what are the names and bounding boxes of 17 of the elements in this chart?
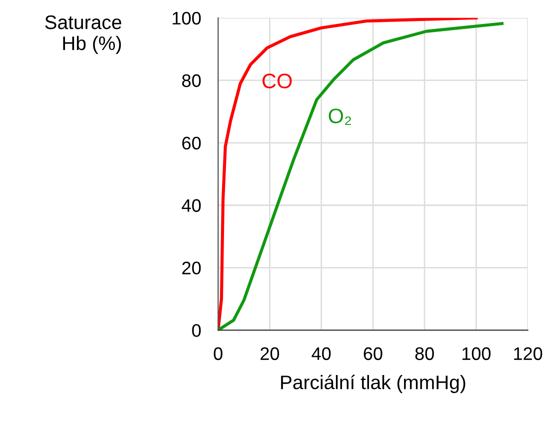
x-axis-title: Parciální tlak (mmHg) — [281, 374, 466, 394]
y-axis-title: Saturace Hb (%) — [45, 15, 122, 54]
x-tick-label: 100 — [462, 347, 491, 360]
y-tick-label: 20 — [182, 262, 201, 274]
x-tick-label: 20 — [260, 347, 280, 360]
x-tick-label: 60 — [364, 347, 382, 360]
y-tick-label: 80 — [182, 74, 201, 88]
y-tick-label: 100 — [172, 12, 201, 25]
x-tick-label: 0 — [214, 347, 222, 360]
x-tick-label: 80 — [415, 347, 434, 360]
x-tick-label: 40 — [312, 347, 331, 360]
series-label: CO — [262, 74, 292, 88]
y-tick-label: 40 — [182, 199, 201, 212]
y-tick-label: 60 — [182, 136, 201, 150]
x-tick-label: 120 — [514, 347, 542, 360]
y-tick-label: 0 — [192, 324, 201, 337]
series-label: O₂ — [328, 108, 352, 125]
